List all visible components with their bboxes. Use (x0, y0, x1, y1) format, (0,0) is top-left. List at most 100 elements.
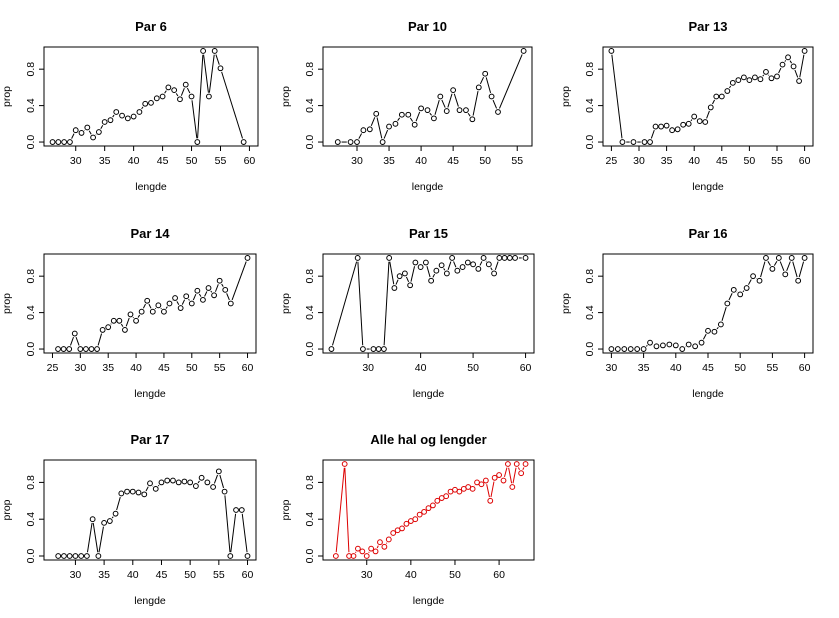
data-point (183, 293, 190, 300)
y-tick-label: 0.0 (304, 342, 316, 357)
series-segment (176, 301, 180, 305)
series-segment (426, 266, 431, 278)
data-point (756, 277, 763, 284)
data-point (685, 120, 692, 127)
data-point (743, 285, 750, 291)
data-point (377, 539, 383, 546)
series-segment (224, 495, 231, 553)
data-point (487, 497, 494, 504)
series-segment (344, 467, 350, 553)
chart-title: Par 13 (688, 19, 727, 34)
panel-3: Par 13 lengde prop 25 30 35 40 45 50 55 60 0.0 0.4 0.… (560, 19, 814, 193)
x-tick-label: 30 (74, 362, 86, 374)
data-point (660, 342, 666, 349)
data-point (372, 548, 379, 555)
data-point (608, 48, 615, 54)
series-segment (389, 261, 395, 285)
data-point (430, 502, 436, 509)
series-segment (479, 76, 485, 85)
series-segment (490, 267, 493, 271)
data-point (152, 485, 159, 492)
x-tick-label: 35 (102, 362, 114, 374)
series-segment (370, 117, 376, 126)
x-axis-label: lengde (134, 388, 166, 400)
data-point (112, 510, 119, 517)
chart-title: Par 6 (135, 19, 167, 34)
data-point (107, 117, 114, 124)
data-point (55, 139, 62, 145)
data-point (679, 346, 686, 352)
data-point (366, 126, 373, 133)
series-segment (729, 85, 732, 89)
x-tick-label: 30 (633, 155, 645, 167)
series-segment (204, 291, 208, 297)
series-segment (70, 336, 74, 346)
series-segment (160, 307, 162, 310)
series-segment (111, 516, 114, 519)
data-point (210, 484, 217, 490)
data-point (496, 255, 503, 261)
data-point (431, 115, 437, 122)
x-tick-label: 45 (156, 569, 168, 581)
data-point (496, 472, 502, 478)
data-point (512, 255, 518, 261)
data-point (680, 121, 687, 128)
series-segment (472, 91, 479, 116)
series-segment (690, 119, 693, 122)
series-segment (499, 54, 523, 109)
y-tick-label: 0.4 (584, 98, 596, 113)
x-tick-label: 40 (405, 569, 417, 581)
series-segment (213, 474, 218, 484)
data-point (94, 346, 100, 352)
x-tick-label: 50 (744, 155, 756, 167)
series-segment (742, 290, 745, 293)
series-segment (716, 326, 719, 330)
y-tick-label: 0.0 (584, 135, 596, 150)
data-point (60, 346, 67, 352)
x-axis-label: lengde (692, 388, 724, 400)
data-point (752, 74, 758, 81)
data-point (443, 493, 450, 500)
data-point (692, 343, 699, 350)
data-point (469, 116, 476, 123)
y-axis-label: prop (1, 499, 13, 520)
data-point (775, 255, 782, 261)
data-point (433, 267, 440, 274)
data-point (375, 346, 382, 352)
data-point (133, 317, 139, 324)
data-point (735, 77, 742, 84)
x-tick-label: 30 (362, 362, 374, 374)
series-segment (486, 484, 490, 498)
x-tick-label: 35 (98, 569, 110, 581)
data-point (801, 48, 808, 54)
data-point (641, 139, 648, 145)
data-point (782, 271, 789, 278)
x-tick-label: 35 (99, 155, 111, 167)
data-point (211, 48, 218, 54)
series-segment (100, 125, 104, 129)
data-point (717, 321, 724, 328)
data-point (67, 139, 73, 145)
x-tick-label: 55 (767, 362, 779, 374)
data-point (221, 488, 228, 495)
series-segment (332, 261, 358, 346)
data-point (166, 300, 173, 307)
chart-title: Par 14 (130, 226, 170, 241)
data-point (360, 346, 366, 352)
data-point (411, 121, 418, 128)
x-tick-label: 50 (186, 362, 198, 374)
panel-2: Par 10 lengde prop 30 35 40 45 50 55 0.0 0.4 0.8 (280, 19, 533, 193)
data-point (66, 553, 73, 559)
series-segment (132, 316, 134, 319)
series-segment (141, 106, 144, 110)
data-point (88, 346, 95, 352)
data-point (360, 127, 367, 134)
data-point (459, 264, 466, 270)
data-point (49, 139, 56, 145)
data-point (127, 311, 134, 318)
data-point (500, 477, 507, 484)
plot-frame (322, 459, 535, 561)
x-tick-label: 40 (415, 362, 427, 374)
series-segment (137, 314, 141, 318)
data-point (737, 291, 744, 298)
